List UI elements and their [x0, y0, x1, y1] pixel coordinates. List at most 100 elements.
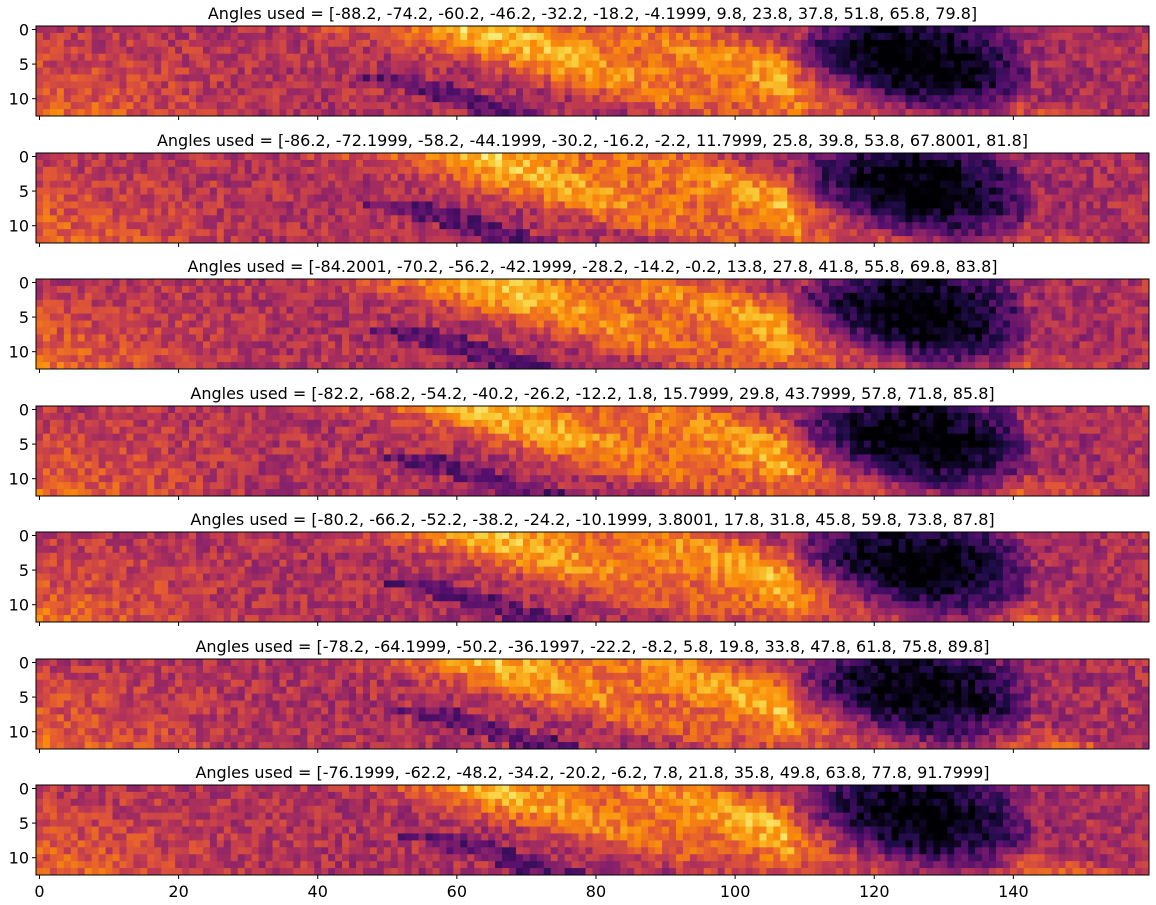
- heatmap-cell: [314, 53, 322, 62]
- heatmap-cell: [648, 153, 656, 161]
- heatmap-cell: [675, 67, 684, 75]
- heatmap-cell: [175, 292, 183, 301]
- heatmap-cell: [182, 67, 190, 75]
- heatmap-cell: [592, 60, 600, 68]
- heatmap-cell: [773, 81, 781, 89]
- heatmap-cell: [328, 208, 336, 216]
- heatmap-cell: [641, 236, 649, 244]
- heatmap-cell: [237, 187, 246, 195]
- heatmap-cell: [42, 229, 51, 237]
- heatmap-cell: [1058, 194, 1066, 202]
- heatmap-cell: [620, 39, 628, 48]
- heatmap-cell: [237, 81, 246, 89]
- heatmap-cell: [460, 222, 468, 230]
- heatmap-cell: [961, 67, 969, 75]
- heatmap-cell: [216, 88, 225, 96]
- heatmap-cell: [829, 299, 837, 308]
- heatmap-cell: [202, 306, 211, 315]
- heatmap-cell: [1044, 102, 1053, 110]
- heatmap-cell: [432, 236, 440, 244]
- heatmap-cell: [773, 208, 781, 216]
- heatmap-cell: [1023, 159, 1032, 168]
- heatmap-cell: [439, 53, 447, 62]
- heatmap-cell: [126, 299, 134, 308]
- heatmap-cell: [98, 26, 107, 34]
- heatmap-cell: [912, 88, 920, 96]
- heatmap-cell: [223, 208, 232, 216]
- heatmap-cell: [446, 215, 454, 223]
- heatmap-cell: [467, 102, 475, 110]
- heatmap-cell: [724, 95, 733, 103]
- heatmap-cell: [912, 222, 920, 230]
- heatmap-cell: [126, 153, 134, 161]
- heatmap-cell: [216, 215, 225, 223]
- heatmap-cell: [1100, 292, 1108, 301]
- heatmap-cell: [522, 173, 531, 182]
- heatmap-cell: [842, 208, 851, 216]
- heatmap-cell: [307, 229, 315, 237]
- heatmap-cell: [502, 187, 510, 195]
- heatmap-cell: [1100, 236, 1108, 244]
- heatmap-cell: [335, 67, 343, 75]
- heatmap-cell: [954, 95, 962, 103]
- heatmap-cell: [1044, 180, 1053, 189]
- heatmap-cell: [91, 299, 100, 308]
- heatmap-cell: [216, 180, 225, 189]
- heatmap-cell: [1009, 292, 1018, 301]
- heatmap-cell: [794, 215, 802, 223]
- heatmap-cell: [529, 236, 538, 244]
- heatmap-cell: [884, 81, 893, 89]
- heatmap-cell: [488, 26, 496, 34]
- heatmap-cell: [815, 187, 823, 195]
- heatmap-cell: [418, 187, 426, 195]
- heatmap-cell: [1072, 67, 1080, 75]
- heatmap-cell: [335, 46, 343, 55]
- heatmap-cell: [731, 74, 740, 82]
- heatmap-cell: [968, 285, 976, 294]
- heatmap-cell: [648, 46, 656, 55]
- heatmap-cell: [815, 159, 823, 168]
- heatmap-cell: [1128, 222, 1136, 230]
- heatmap-cell: [383, 285, 392, 294]
- heatmap-cell: [787, 215, 795, 223]
- heatmap-cell: [536, 74, 545, 82]
- heatmap-cell: [780, 292, 788, 301]
- heatmap-cell: [954, 88, 962, 96]
- heatmap-cell: [230, 39, 239, 48]
- heatmap-cell: [856, 306, 865, 315]
- heatmap-cell: [801, 215, 809, 223]
- heatmap-cell: [536, 173, 545, 182]
- heatmap-cell: [300, 187, 308, 195]
- heatmap-cell: [592, 53, 600, 62]
- heatmap-cell: [49, 208, 58, 216]
- heatmap-cell: [49, 81, 58, 89]
- heatmap-cell: [835, 102, 844, 110]
- heatmap-cell: [481, 194, 489, 202]
- heatmap-cell: [397, 229, 406, 237]
- heatmap-cell: [1051, 102, 1060, 110]
- heatmap-cell: [467, 60, 475, 68]
- heatmap-cell: [675, 74, 684, 82]
- heatmap-cell: [42, 95, 51, 103]
- heatmap-cell: [189, 292, 197, 301]
- heatmap-cell: [1100, 299, 1108, 308]
- heatmap-cell: [105, 236, 113, 244]
- heatmap-cell: [91, 285, 100, 294]
- heatmap-cell: [1044, 201, 1053, 209]
- heatmap-cell: [627, 279, 635, 287]
- heatmap-cell: [1072, 26, 1080, 34]
- heatmap-cell: [961, 32, 969, 41]
- heatmap-cell: [70, 306, 79, 315]
- heatmap-cell: [265, 32, 273, 41]
- heatmap-cell: [808, 229, 816, 237]
- heatmap-cell: [536, 215, 545, 223]
- heatmap-cell: [272, 67, 280, 75]
- heatmap-cell: [460, 60, 468, 68]
- heatmap-cell: [982, 153, 990, 161]
- heatmap-cell: [467, 285, 475, 294]
- heatmap-cell: [251, 60, 260, 68]
- heatmap-cell: [195, 32, 204, 41]
- heatmap-cell: [912, 26, 920, 34]
- heatmap-cell: [815, 81, 823, 89]
- heatmap-cell: [835, 194, 844, 202]
